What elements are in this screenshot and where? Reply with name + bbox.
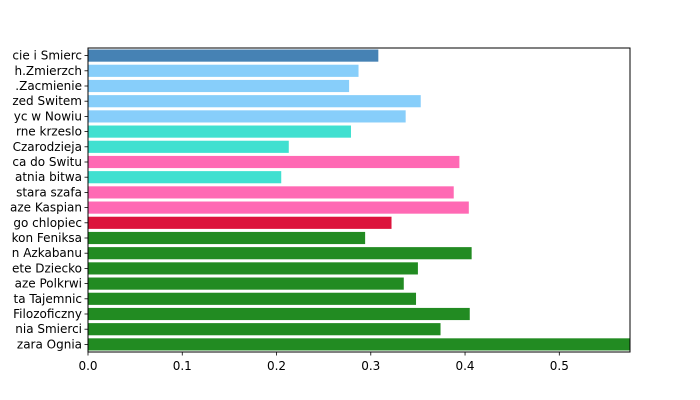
bar-12	[88, 231, 366, 245]
bar-6	[88, 140, 289, 153]
y-tick-label: cie i Smierc	[12, 49, 82, 63]
y-tick-label: .Zacmienie	[15, 79, 82, 93]
y-tick-label: aze Kaspian	[10, 201, 82, 215]
y-tick-label: kon Feniksa	[12, 231, 82, 245]
x-ticks: 0.0 0.1 0.2 0.3 0.4 0.5	[78, 352, 569, 373]
bars-group	[88, 49, 630, 351]
plot-frame	[87, 47, 631, 353]
bar-3	[88, 95, 421, 108]
y-tick-label: ta Tajemnic	[13, 292, 82, 306]
x-tick-label: 0.1	[173, 359, 192, 373]
y-tick-label: n Azkabanu	[12, 246, 82, 260]
y-tick-label: go chlopiec	[13, 216, 82, 230]
bar-16	[88, 292, 417, 305]
bar-19	[88, 338, 630, 351]
y-tick-label: nia Smierci	[15, 322, 82, 336]
bar-10	[88, 201, 469, 214]
bar-13	[88, 247, 472, 260]
bar-15	[88, 277, 404, 290]
bar-18	[88, 323, 441, 336]
y-tick-label: aze Polkrwi	[15, 277, 82, 291]
bar-9	[88, 186, 454, 199]
y-tick-label: Czarodzieja	[13, 140, 82, 154]
bar-11	[88, 216, 392, 229]
x-tick-label: 0.5	[550, 359, 569, 373]
bar-8	[88, 171, 282, 184]
bar-7	[88, 155, 460, 169]
x-tick-label: 0.4	[455, 359, 474, 373]
bar-4	[88, 110, 406, 123]
bar-1	[88, 64, 359, 77]
y-tick-label: zara Ognia	[17, 337, 82, 351]
x-tick-label: 0.0	[78, 359, 97, 373]
bar-17	[88, 307, 470, 321]
y-tick-label: zed Switem	[12, 94, 82, 108]
bar-5	[88, 125, 351, 138]
x-tick-label: 0.3	[361, 359, 380, 373]
bar-14	[88, 262, 418, 275]
y-tick-label: yc w Nowiu	[14, 109, 82, 123]
y-tick-label: Filozoficzny	[13, 307, 82, 321]
x-tick-label: 0.2	[267, 359, 286, 373]
y-tick-label: atnia bitwa	[15, 170, 82, 184]
y-tick-label: rne krzeslo	[16, 125, 82, 139]
bar-0	[88, 49, 379, 62]
y-tick-label: ca do Switu	[12, 155, 82, 169]
bar-2	[88, 79, 350, 93]
y-tick-label: h.Zmierzch	[15, 64, 82, 78]
y-tick-label: ete Dziecko	[12, 261, 82, 275]
y-tick-label: stara szafa	[16, 185, 82, 199]
